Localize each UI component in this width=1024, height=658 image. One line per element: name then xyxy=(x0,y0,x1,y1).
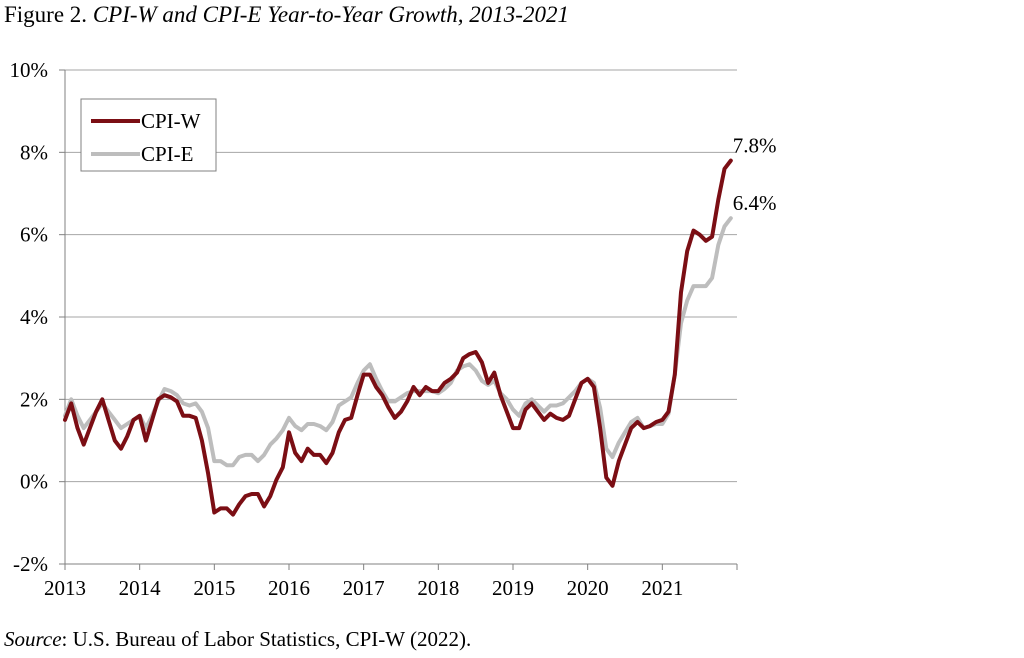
source-note: Source: U.S. Bureau of Labor Statistics,… xyxy=(4,627,471,652)
x-axis-ticks: 2013 2014 2015 2016 2017 2018 2019 2020 2021 xyxy=(44,564,738,600)
annotations: 7.8% 6.4% xyxy=(733,134,777,216)
source-label: Source xyxy=(4,627,62,651)
legend: CPI-W CPI-E xyxy=(80,98,217,172)
legend-label-cpi-w: CPI-W xyxy=(141,109,201,133)
series-line-cpi-e xyxy=(63,216,733,468)
figure-title-text: CPI-W and CPI-E Year-to-Year Growth, 201… xyxy=(92,2,569,27)
y-tick-label: 6% xyxy=(20,223,48,247)
x-tick-label: 2021 xyxy=(641,576,683,600)
figure-title: Figure 2. CPI-W and CPI-E Year-to-Year G… xyxy=(4,2,569,28)
x-tick-label: 2019 xyxy=(492,576,534,600)
y-tick-label: 0% xyxy=(20,470,48,494)
y-tick-label: 2% xyxy=(20,387,48,411)
legend-box xyxy=(80,98,217,172)
chart: -2%0%2%4%6%8%10% 2013 2014 2015 2016 2017 201… xyxy=(10,58,777,600)
x-tick-label: 2017 xyxy=(343,576,385,600)
annotation-cpi-w: 7.8% xyxy=(733,134,777,158)
x-tick-label: 2014 xyxy=(119,576,162,600)
legend-label-cpi-e: CPI-E xyxy=(141,142,194,166)
source-text: : U.S. Bureau of Labor Statistics, CPI-W… xyxy=(61,627,472,651)
y-tick-label: 8% xyxy=(20,140,48,164)
x-tick-label: 2020 xyxy=(567,576,609,600)
y-tick-label: -2% xyxy=(13,552,48,576)
x-tick-label: 2018 xyxy=(417,576,459,600)
x-tick-label: 2015 xyxy=(193,576,235,600)
annotation-cpi-e: 6.4% xyxy=(733,191,777,215)
figure-label: Figure 2. xyxy=(4,2,88,27)
x-tick-label: 2016 xyxy=(268,576,310,600)
series-lines xyxy=(63,158,733,517)
x-tick-label: 2013 xyxy=(44,576,86,600)
y-tick-label: 10% xyxy=(10,58,49,82)
series-line-cpi-w xyxy=(63,158,733,517)
y-tick-label: 4% xyxy=(20,305,48,329)
y-axis-ticks: -2% 0% 2% 4% 6% 8% 10% xyxy=(10,58,65,576)
